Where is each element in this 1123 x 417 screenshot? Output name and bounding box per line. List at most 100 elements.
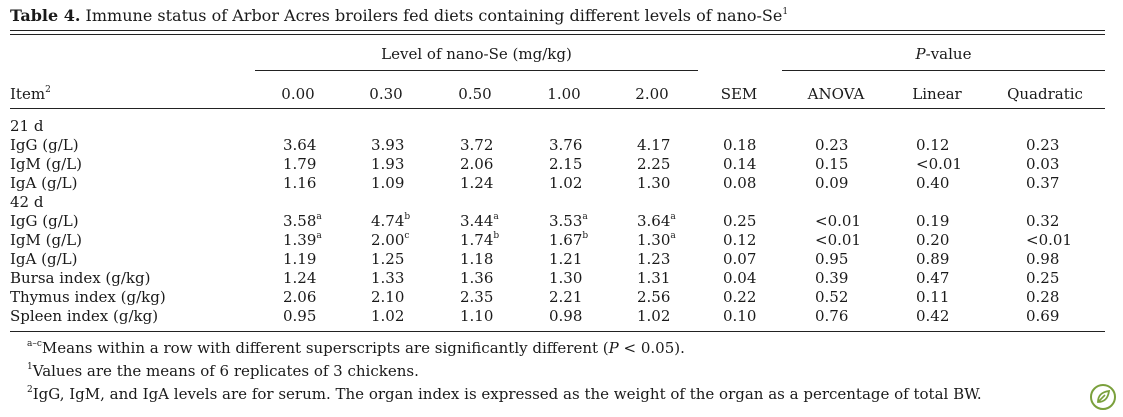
table-cell: 2.35 [460, 288, 549, 307]
footnote-significance-mark: a–c [27, 339, 42, 349]
cell-value: 0.37 [1026, 174, 1060, 192]
pvalue-span-header: P-value [782, 45, 1105, 63]
column-header: 0.50 [458, 85, 492, 103]
cell-value: 0.98 [549, 307, 583, 325]
row-label: IgM (g/L) [10, 231, 82, 249]
footnote-significance: a–cMeans within a row with different sup… [27, 339, 685, 357]
table-cell: 1.30a [637, 231, 723, 250]
cell-superscript: a [670, 231, 676, 241]
cell-value: 0.19 [916, 212, 950, 230]
cell-value: 0.40 [916, 174, 950, 192]
table-cell: 3.64a [637, 212, 723, 231]
table-cell: 0.07 [723, 250, 815, 269]
table-row: IgM (g/L) 1.39a 2.00c 1.74b 1.67b 1.30a 0.12 <0… [10, 231, 1105, 250]
cell-value: 0.95 [283, 307, 317, 325]
cell-value: 3.58 [283, 212, 317, 230]
footnote-2-text: IgG, IgM, and IgA levels are for serum. … [32, 385, 982, 403]
table-row: IgM (g/L) 1.79 1.93 2.06 2.15 2.25 0.14 0.15 <0.… [10, 155, 1105, 174]
item-header: Item2 [10, 85, 51, 103]
table-row: Thymus index (g/kg) 2.06 2.10 2.35 2.21 2.56 0… [10, 288, 1105, 307]
table-cell: 0.28 [1026, 288, 1105, 307]
column-header: SEM [720, 85, 758, 103]
row-label: IgM (g/L) [10, 155, 82, 173]
cell-value: 2.06 [460, 155, 494, 173]
cell-value: 1.24 [283, 269, 317, 287]
table-cell: 1.24 [264, 269, 371, 288]
cell-value: 1.02 [371, 307, 405, 325]
cell-superscript: a [316, 212, 322, 222]
table-cell: 3.64 [264, 136, 371, 155]
level-span-rule [255, 70, 698, 72]
table-cell: 1.93 [371, 155, 460, 174]
table-cell: 2.06 [460, 155, 549, 174]
table-cell: 1.09 [371, 174, 460, 193]
cell-value: 3.72 [460, 136, 494, 154]
cell-value: 0.42 [916, 307, 950, 325]
caption-footnote-mark: 1 [782, 6, 789, 17]
cell-value: <0.01 [815, 231, 861, 249]
table-cell: <0.01 [815, 231, 916, 250]
table-cell: 2.56 [637, 288, 723, 307]
footnote-2-mark: 2 [27, 385, 33, 395]
table-cell: 0.69 [1026, 307, 1105, 326]
cell-value: 1.74 [460, 231, 494, 249]
cell-value: 3.44 [460, 212, 494, 230]
cell-value: 0.20 [916, 231, 950, 249]
item-header-label: Item [10, 85, 46, 103]
table-cell: 1.33 [371, 269, 460, 288]
table-cell: 0.08 [723, 174, 815, 193]
row-label: Bursa index (g/kg) [10, 269, 151, 287]
cell-value: 0.22 [723, 288, 757, 306]
cell-superscript: b [404, 212, 411, 222]
cell-value: 2.10 [371, 288, 405, 306]
column-header: 1.00 [547, 85, 581, 103]
table-cell: 0.11 [916, 288, 1026, 307]
table-cell: 0.22 [723, 288, 815, 307]
column-header: ANOVA [807, 85, 865, 103]
table-cell: 0.12 [723, 231, 815, 250]
table-cell: 1.39a [264, 231, 371, 250]
cell-value: 2.56 [637, 288, 671, 306]
table-cell: 2.00c [371, 231, 460, 250]
table-cell: 1.18 [460, 250, 549, 269]
table-row: Bursa index (g/kg) 1.24 1.33 1.36 1.30 1.31 0.… [10, 269, 1105, 288]
cell-value: 0.08 [723, 174, 757, 192]
table-cell: 0.09 [815, 174, 916, 193]
table-cell: 0.37 [1026, 174, 1105, 193]
row-label: IgG (g/L) [10, 212, 79, 230]
cell-value: 1.24 [460, 174, 494, 192]
table-cell: 0.98 [549, 307, 637, 326]
cell-value: 1.10 [460, 307, 494, 325]
table-cell: 0.25 [1026, 269, 1105, 288]
table-cell: 1.02 [549, 174, 637, 193]
cell-value: 2.00 [371, 231, 405, 249]
cell-value: 1.93 [371, 155, 405, 173]
table-cell: 0.23 [815, 136, 916, 155]
group-row: 21 d [10, 117, 1105, 136]
table-cell: 1.79 [264, 155, 371, 174]
footnote-significance-text: Means within a row with different supers… [41, 339, 609, 357]
cell-value: 1.30 [637, 174, 671, 192]
table-caption: Table 4. Immune status of Arbor Acres br… [10, 6, 788, 25]
pvalue-span-rule [782, 70, 1105, 72]
cell-value: 1.30 [637, 231, 671, 249]
table-cell: 1.19 [264, 250, 371, 269]
table-cell: 1.10 [460, 307, 549, 326]
cell-value: 2.25 [637, 155, 671, 173]
cell-value: 4.74 [371, 212, 405, 230]
cell-superscript: a [670, 212, 676, 222]
footnote-1-mark: 1 [27, 362, 33, 372]
cell-value: 0.95 [815, 250, 849, 268]
cell-superscript: c [404, 231, 410, 241]
table-cell: 3.44a [460, 212, 549, 231]
cell-value: <0.01 [916, 155, 962, 173]
table-cell: 1.16 [264, 174, 371, 193]
column-header: 0.00 [281, 85, 315, 103]
cell-value: 0.76 [815, 307, 849, 325]
cell-superscript: b [493, 231, 500, 241]
table-cell: 1.30 [637, 174, 723, 193]
table-cell: 1.36 [460, 269, 549, 288]
table-cell: 0.76 [815, 307, 916, 326]
cell-value: 3.64 [637, 212, 671, 230]
table-cell: 2.10 [371, 288, 460, 307]
